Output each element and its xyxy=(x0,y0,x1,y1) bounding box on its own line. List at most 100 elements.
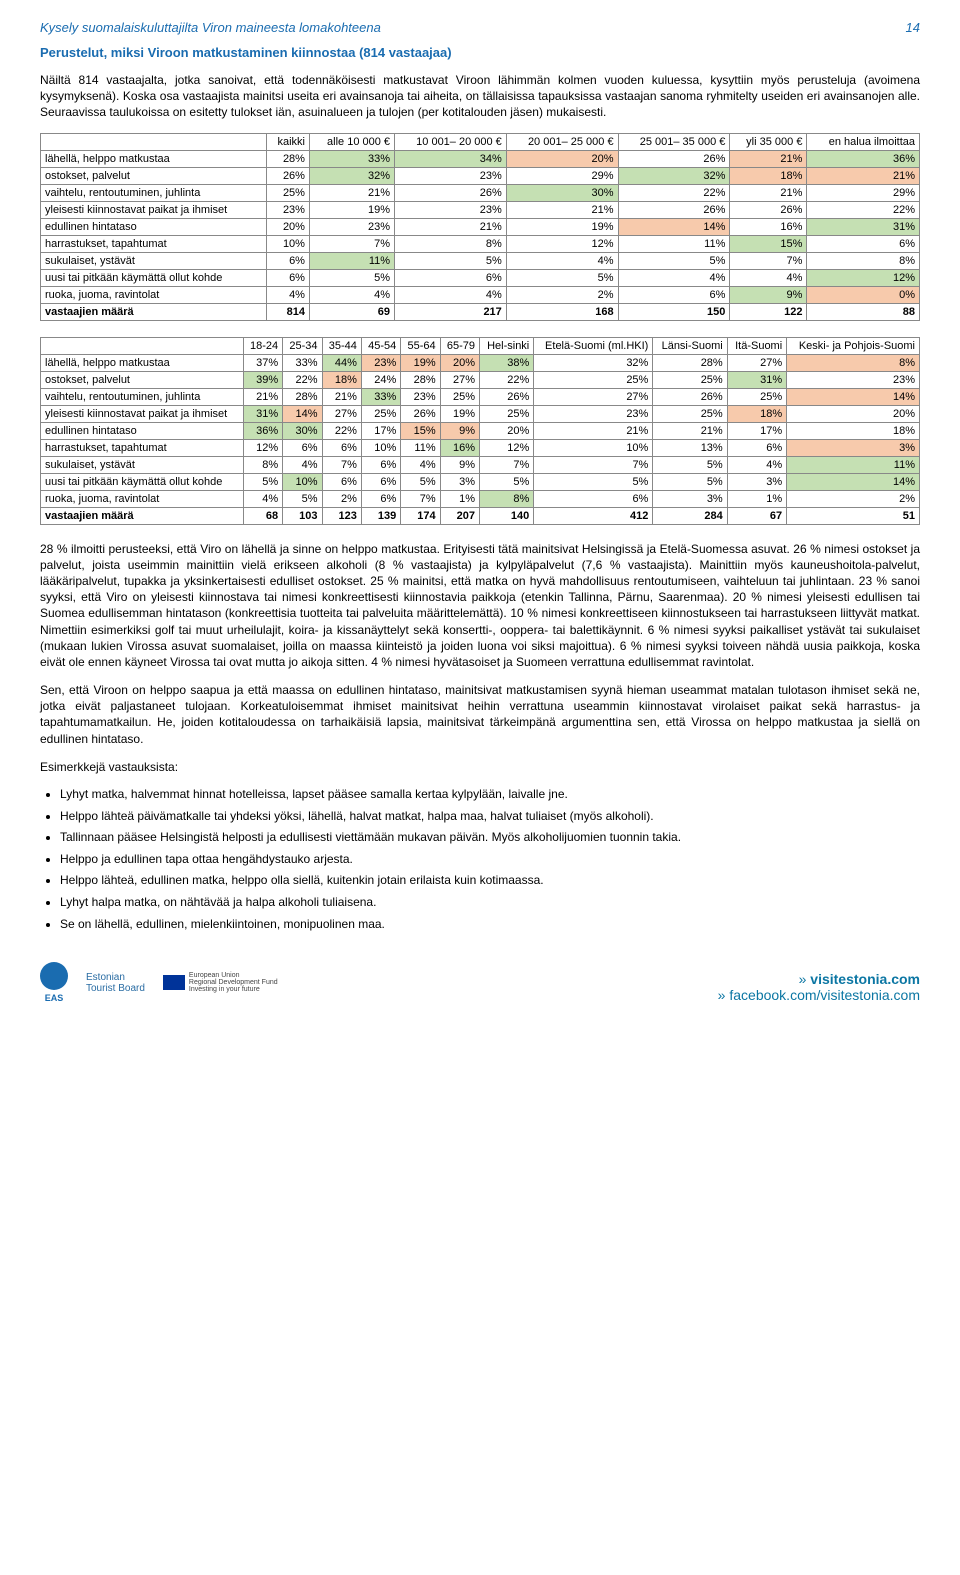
cell: 32% xyxy=(534,354,653,371)
table-row: lähellä, helppo matkustaa28%33%34%20%26%… xyxy=(41,150,920,167)
cell: 5% xyxy=(618,252,730,269)
cell: 6% xyxy=(807,235,920,252)
row-label: uusi tai pitkään käymättä ollut kohde xyxy=(41,473,244,490)
cell: 3% xyxy=(653,490,727,507)
cell: 412 xyxy=(534,507,653,524)
cell: 10% xyxy=(283,473,322,490)
eas-logo: EAS xyxy=(40,962,68,1003)
examples-heading: Esimerkkejä vastauksista: xyxy=(40,759,920,775)
cell: 26% xyxy=(618,201,730,218)
cell: 39% xyxy=(243,371,282,388)
cell: 23% xyxy=(361,354,400,371)
table-row: harrastukset, tapahtumat10%7%8%12%11%15%… xyxy=(41,235,920,252)
row-label: uusi tai pitkään käymättä ollut kohde xyxy=(41,269,267,286)
cell: 21% xyxy=(534,422,653,439)
row-label: vastaajien määrä xyxy=(41,303,267,320)
table-row: harrastukset, tapahtumat12%6%6%10%11%16%… xyxy=(41,439,920,456)
cell: 122 xyxy=(730,303,807,320)
cell: 31% xyxy=(243,405,282,422)
cell: 22% xyxy=(322,422,361,439)
cell: 22% xyxy=(807,201,920,218)
cell: 207 xyxy=(440,507,479,524)
cell: 4% xyxy=(730,269,807,286)
column-header: 65-79 xyxy=(440,337,479,354)
cell: 69 xyxy=(309,303,394,320)
cell: 23% xyxy=(309,218,394,235)
cell: 27% xyxy=(534,388,653,405)
table-row: vaihtelu, rentoutuminen, juhlinta25%21%2… xyxy=(41,184,920,201)
cell: 103 xyxy=(283,507,322,524)
cell: 21% xyxy=(309,184,394,201)
list-item: Helppo ja edullinen tapa ottaa hengähdys… xyxy=(60,852,920,868)
table-row: lähellä, helppo matkustaa37%33%44%23%19%… xyxy=(41,354,920,371)
cell: 7% xyxy=(401,490,440,507)
cell: 5% xyxy=(309,269,394,286)
cell: 25% xyxy=(727,388,786,405)
table-row: uusi tai pitkään käymättä ollut kohde6%5… xyxy=(41,269,920,286)
column-header: alle 10 000 € xyxy=(309,133,394,150)
cell: 1% xyxy=(440,490,479,507)
eu-logo: European Union Regional Development Fund… xyxy=(163,972,278,993)
cell: 9% xyxy=(730,286,807,303)
cell: 4% xyxy=(395,286,507,303)
cell: 20% xyxy=(506,150,618,167)
cell: 21% xyxy=(506,201,618,218)
cell: 23% xyxy=(266,201,309,218)
cell: 3% xyxy=(787,439,920,456)
cell: 21% xyxy=(807,167,920,184)
age-region-table: 18-2425-3435-4445-5455-6465-79Hel-sinkiE… xyxy=(40,337,920,525)
cell: 23% xyxy=(395,167,507,184)
table-row: vaihtelu, rentoutuminen, juhlinta21%28%2… xyxy=(41,388,920,405)
cell: 18% xyxy=(322,371,361,388)
visit-links: » visitestonia.com » facebook.com/visite… xyxy=(718,971,920,1003)
cell: 4% xyxy=(309,286,394,303)
cell: 814 xyxy=(266,303,309,320)
analysis-paragraph-2: Sen, että Viroon on helppo saapua ja ett… xyxy=(40,682,920,747)
cell: 21% xyxy=(730,184,807,201)
cell: 10% xyxy=(534,439,653,456)
table-row: uusi tai pitkään käymättä ollut kohde5%1… xyxy=(41,473,920,490)
section-heading: Perustelut, miksi Viroon matkustaminen k… xyxy=(40,45,920,60)
row-label: edullinen hintataso xyxy=(41,422,244,439)
cell: 31% xyxy=(807,218,920,235)
cell: 25% xyxy=(361,405,400,422)
cell: 30% xyxy=(506,184,618,201)
cell: 5% xyxy=(653,456,727,473)
cell: 21% xyxy=(730,150,807,167)
cell: 8% xyxy=(243,456,282,473)
column-header: Itä-Suomi xyxy=(727,337,786,354)
cell: 2% xyxy=(322,490,361,507)
cell: 11% xyxy=(787,456,920,473)
cell: 51 xyxy=(787,507,920,524)
cell: 88 xyxy=(807,303,920,320)
column-header: yli 35 000 € xyxy=(730,133,807,150)
cell: 0% xyxy=(807,286,920,303)
cell: 21% xyxy=(243,388,282,405)
cell: 6% xyxy=(322,473,361,490)
row-label: harrastukset, tapahtumat xyxy=(41,235,267,252)
cell: 26% xyxy=(618,150,730,167)
eu-line1: European Union xyxy=(189,972,278,979)
cell: 21% xyxy=(322,388,361,405)
eu-line2: Regional Development Fund xyxy=(189,979,278,986)
column-header xyxy=(41,337,244,354)
cell: 4% xyxy=(243,490,282,507)
cell: 25% xyxy=(653,371,727,388)
examples-list: Lyhyt matka, halvemmat hinnat hotelleiss… xyxy=(60,787,920,932)
cell: 38% xyxy=(480,354,534,371)
cell: 6% xyxy=(727,439,786,456)
cell: 6% xyxy=(534,490,653,507)
cell: 34% xyxy=(395,150,507,167)
table-row: ostokset, palvelut26%32%23%29%32%18%21% xyxy=(41,167,920,184)
row-label: ostokset, palvelut xyxy=(41,167,267,184)
cell: 17% xyxy=(727,422,786,439)
cell: 25% xyxy=(266,184,309,201)
cell: 11% xyxy=(401,439,440,456)
cell: 25% xyxy=(480,405,534,422)
list-item: Lyhyt halpa matka, on nähtävää ja halpa … xyxy=(60,895,920,911)
row-label: lähellä, helppo matkustaa xyxy=(41,354,244,371)
cell: 18% xyxy=(787,422,920,439)
tourist-board-line1: Estonian xyxy=(86,972,145,983)
row-label: sukulaiset, ystävät xyxy=(41,456,244,473)
cell: 23% xyxy=(534,405,653,422)
